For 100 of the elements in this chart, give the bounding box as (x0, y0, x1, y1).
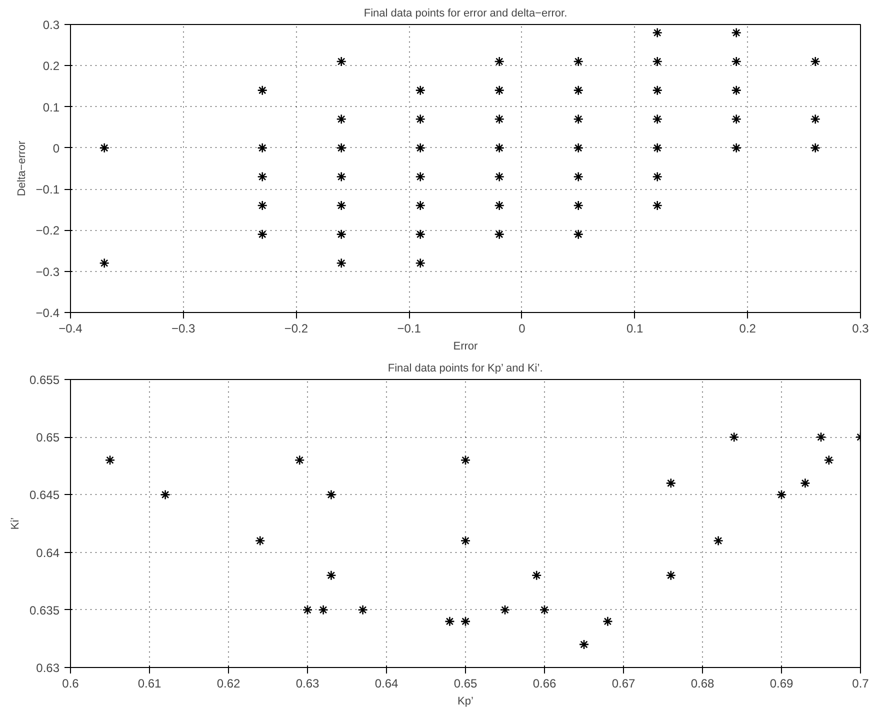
point (500, 604, 510, 616)
y-tick-label: 0.63 (36, 661, 60, 675)
point (652, 85, 663, 96)
point (652, 114, 663, 124)
point (652, 56, 663, 67)
y-tick-label: 0.635 (29, 603, 60, 618)
y-tick-label: 0.65 (36, 430, 60, 445)
point (652, 200, 663, 211)
point (494, 229, 505, 240)
point (666, 478, 676, 488)
y-tick-label: 0 (52, 141, 60, 156)
point (573, 200, 584, 211)
x-tick-label: 0.62 (216, 676, 241, 690)
x-tick-label: 0.69 (770, 676, 794, 690)
point (257, 229, 268, 240)
y-tick-label: 0.655 (29, 373, 60, 387)
chart-title: Final data points for error and delta−error. (364, 8, 568, 20)
point (494, 114, 505, 124)
y-axis-title: Ki’ (9, 517, 22, 530)
point (531, 570, 542, 580)
x-tick-label: 0.2 (739, 322, 756, 336)
x-tick-label: 0.7 (852, 676, 870, 690)
x-tick-label: 0 (518, 322, 526, 336)
x-tick-label: −0.1 (397, 322, 422, 336)
point (318, 604, 328, 616)
point (257, 85, 268, 96)
point (573, 85, 584, 96)
point (494, 142, 505, 154)
x-tick-label: −0.4 (58, 322, 83, 336)
point (336, 229, 347, 240)
x-tick-label: −0.3 (172, 322, 196, 336)
point (731, 142, 742, 154)
point (336, 114, 347, 124)
point (810, 114, 821, 124)
point (494, 85, 505, 96)
point (573, 114, 584, 124)
point (415, 114, 426, 124)
point (652, 142, 663, 154)
x-tick-label: 0.65 (454, 676, 478, 690)
point (776, 490, 787, 500)
point (257, 172, 268, 182)
x-tick-label: 0.67 (612, 676, 636, 690)
point (99, 142, 110, 154)
point (713, 536, 724, 546)
point (336, 172, 347, 182)
point (824, 454, 834, 466)
point (336, 200, 347, 211)
point (578, 639, 590, 650)
point (573, 229, 584, 240)
point (652, 28, 663, 38)
point (415, 85, 426, 96)
point (257, 200, 268, 211)
point (326, 570, 336, 580)
point (415, 142, 426, 154)
point (415, 258, 426, 268)
point (573, 142, 584, 154)
y-tick-label: 0.64 (36, 546, 60, 560)
x-tick-label: 0.68 (690, 676, 715, 690)
point (336, 56, 347, 67)
point (415, 172, 426, 182)
x-tick-label: 0.64 (374, 676, 399, 690)
x-tick-label: 0.61 (138, 676, 162, 690)
point (602, 616, 613, 627)
point (731, 85, 742, 96)
chart-title: Final data points for Kp’ and Ki’. (388, 362, 543, 374)
point (104, 454, 116, 466)
y-tick-label: 0.3 (42, 18, 60, 32)
point (460, 536, 471, 546)
x-axis-title: Error (453, 340, 478, 352)
point (573, 172, 584, 182)
x-tick-label: 0.63 (296, 676, 320, 690)
point (358, 604, 368, 616)
point (731, 28, 742, 38)
point (326, 490, 336, 500)
point (810, 56, 821, 67)
point (415, 229, 426, 240)
y-tick-label: −0.2 (36, 224, 60, 238)
y-tick-label: −0.4 (36, 306, 60, 320)
point (731, 56, 742, 67)
x-tick-label: 0.1 (626, 322, 644, 336)
point (539, 604, 550, 616)
point (336, 258, 347, 268)
x-tick-label: 0.6 (62, 676, 80, 690)
x-tick-label: 0.66 (532, 676, 557, 690)
y-tick-label: 0.1 (42, 100, 60, 114)
y-tick-label: −0.3 (36, 264, 60, 279)
y-tick-label: −0.1 (36, 182, 60, 197)
point (415, 200, 426, 211)
point (460, 454, 471, 466)
point (800, 478, 810, 488)
point (494, 172, 505, 182)
point (160, 490, 170, 500)
point (652, 172, 663, 182)
x-tick-label: 0.3 (852, 322, 870, 336)
point (257, 142, 268, 154)
point (728, 432, 740, 442)
point (494, 56, 505, 67)
y-tick-label: 0.2 (42, 59, 60, 74)
x-axis-title: Kp’ (458, 696, 474, 708)
point (666, 570, 676, 580)
